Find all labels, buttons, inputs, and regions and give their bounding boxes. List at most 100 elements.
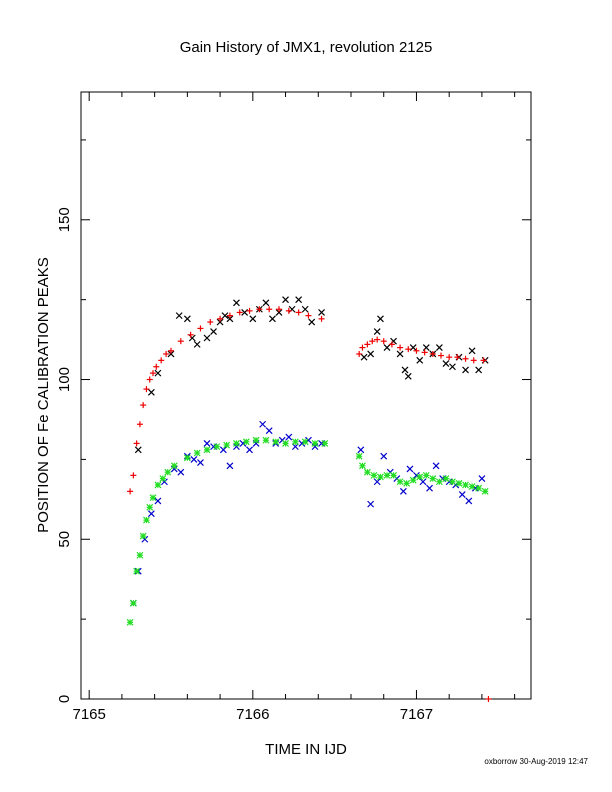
data-point-3-1 xyxy=(129,599,137,607)
data-point-2-23 xyxy=(285,433,293,441)
data-point-3-45 xyxy=(468,483,476,490)
data-point-0-41 xyxy=(449,363,456,371)
data-point-3-4 xyxy=(139,532,147,540)
data-point-3-42 xyxy=(449,478,456,486)
data-point-3-19 xyxy=(252,436,260,444)
data-point-3-41 xyxy=(442,475,450,482)
data-point-2-7 xyxy=(177,468,185,476)
data-point-3-40 xyxy=(435,478,443,486)
x-tick-label-7165: 7165 xyxy=(72,706,105,723)
data-point-2-14 xyxy=(226,462,234,470)
data-point-1-26 xyxy=(318,315,325,322)
plot-frame xyxy=(80,91,532,700)
data-point-3-39 xyxy=(429,475,437,482)
data-point-1-19 xyxy=(246,307,253,314)
data-point-1-42 xyxy=(462,355,469,362)
data-point-3-35 xyxy=(403,479,411,487)
data-point-0-23 xyxy=(301,305,309,313)
data-point-1-2 xyxy=(133,440,140,447)
data-point-1-4 xyxy=(140,402,147,409)
data-point-1-1 xyxy=(130,472,137,479)
data-point-3-37 xyxy=(416,473,424,481)
data-point-3-17 xyxy=(233,439,240,447)
data-point-3-15 xyxy=(213,443,221,451)
data-point-1-0 xyxy=(127,488,134,495)
data-point-3-46 xyxy=(475,484,483,492)
data-point-0-30 xyxy=(383,344,391,352)
data-point-0-5 xyxy=(183,315,191,323)
data-point-3-25 xyxy=(311,439,319,447)
data-point-1-28 xyxy=(359,344,366,351)
data-point-3-6 xyxy=(146,503,154,511)
data-point-2-35 xyxy=(399,487,407,495)
data-point-2-20 xyxy=(265,427,273,435)
data-point-3-29 xyxy=(363,468,371,476)
data-point-3-7 xyxy=(149,494,157,502)
data-point-0-32 xyxy=(396,350,404,358)
data-point-1-45 xyxy=(485,696,492,702)
data-point-0-33 xyxy=(401,366,409,374)
x-tick-label-7166: 7166 xyxy=(236,706,269,723)
data-point-2-13 xyxy=(219,446,227,454)
data-point-0-39 xyxy=(435,344,443,352)
data-point-1-43 xyxy=(470,357,477,364)
data-point-3-16 xyxy=(223,441,231,449)
data-point-2-39 xyxy=(426,484,433,492)
data-point-1-8 xyxy=(153,363,160,370)
data-point-0-20 xyxy=(282,296,289,304)
series-1 xyxy=(127,306,492,702)
data-point-3-24 xyxy=(301,438,309,446)
data-point-1-40 xyxy=(446,354,453,361)
data-point-3-28 xyxy=(359,462,366,470)
data-point-1-39 xyxy=(438,352,444,359)
data-point-1-20 xyxy=(256,306,263,313)
data-point-3-11 xyxy=(170,462,178,470)
data-point-0-13 xyxy=(233,299,240,307)
data-point-0-11 xyxy=(221,312,229,320)
data-point-3-3 xyxy=(136,551,144,559)
data-point-3-30 xyxy=(370,471,378,479)
data-point-1-13 xyxy=(187,331,194,338)
data-point-2-4 xyxy=(154,497,162,505)
data-point-3-13 xyxy=(193,449,201,457)
data-point-1-10 xyxy=(163,350,170,357)
data-point-2-31 xyxy=(373,478,381,486)
x-axis-label: TIME IN IJD xyxy=(265,741,347,758)
data-point-1-21 xyxy=(266,306,273,313)
data-point-3-23 xyxy=(291,438,299,446)
data-point-0-34 xyxy=(404,372,412,380)
footer-stamp: oxborrow 30-Aug-2019 12:47 xyxy=(484,757,588,766)
data-point-3-12 xyxy=(183,454,191,462)
data-point-1-31 xyxy=(374,336,381,343)
data-point-1-35 xyxy=(405,346,412,353)
data-point-0-10 xyxy=(216,318,224,326)
data-point-3-14 xyxy=(203,446,211,454)
y-tick-label-0: 0 xyxy=(56,695,73,703)
data-point-0-40 xyxy=(442,360,450,367)
data-point-2-40 xyxy=(432,462,440,470)
data-point-0-45 xyxy=(475,366,483,374)
data-point-2-19 xyxy=(259,420,267,428)
axis-tick-labels: 0 50 100 150 7165 7166 7167 xyxy=(56,207,433,723)
data-point-2-36 xyxy=(406,465,414,473)
data-point-3-38 xyxy=(422,471,430,479)
data-point-0-3 xyxy=(167,350,175,358)
axis-ticks xyxy=(81,92,531,700)
data-point-3-36 xyxy=(409,476,417,484)
data-point-0-1 xyxy=(147,388,155,396)
data-point-1-24 xyxy=(295,309,302,316)
y-tick-label-100: 100 xyxy=(56,367,73,392)
data-point-1-32 xyxy=(380,338,387,345)
data-point-0-19 xyxy=(275,309,283,316)
data-point-1-12 xyxy=(177,338,184,345)
data-point-3-21 xyxy=(272,438,280,446)
data-point-3-8 xyxy=(154,481,162,489)
data-point-0-8 xyxy=(203,334,211,342)
data-point-3-5 xyxy=(143,516,150,524)
data-point-3-32 xyxy=(383,471,391,479)
data-point-3-2 xyxy=(133,567,141,575)
data-point-0-43 xyxy=(462,366,469,374)
data-point-3-26 xyxy=(321,439,329,447)
y-tick-label-50: 50 xyxy=(56,531,73,548)
